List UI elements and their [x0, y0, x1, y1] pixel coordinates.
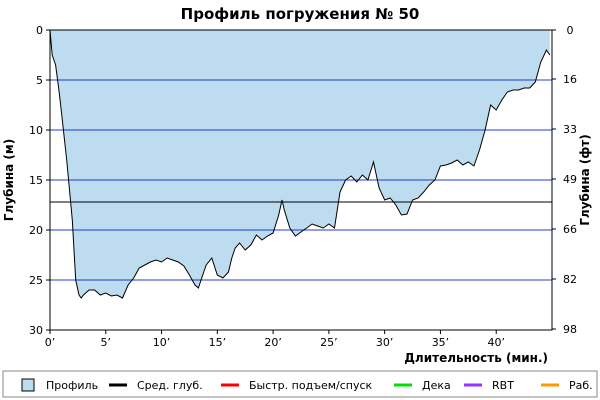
legend-item: Быстр. подъем/спуск: [221, 379, 373, 392]
profile-area: [50, 30, 550, 298]
x-tick-label: 35’: [432, 336, 450, 349]
right-tick-label: 82: [563, 273, 577, 286]
left-tick-label: 0: [36, 24, 43, 37]
legend-item: RBT: [464, 379, 514, 392]
grid-lines: [50, 79, 552, 281]
left-tick-label: 25: [29, 274, 43, 287]
left-tick-label: 15: [29, 174, 43, 187]
x-axis-title: Длительность (мин.): [404, 351, 548, 365]
y-axis-title-left: Глубина (м): [2, 139, 16, 221]
x-tick-label: 30’: [376, 336, 394, 349]
left-axis: 0 5 10 15 20 25 30: [29, 24, 50, 337]
right-tick-label: 33: [563, 123, 577, 136]
x-tick-label: 5’: [101, 336, 112, 349]
x-tick-label: 0’: [45, 336, 56, 349]
legend-item: Профиль: [21, 378, 98, 392]
right-tick-label: 98: [563, 323, 577, 336]
right-axis: 0 16 33 49 66 82 98: [552, 24, 577, 336]
legend-label: Дека: [422, 379, 451, 392]
x-tick-label: 25’: [320, 336, 338, 349]
left-tick-label: 10: [29, 124, 43, 137]
right-tick-label: 49: [563, 173, 577, 186]
right-tick-label: 16: [563, 73, 577, 86]
right-tick-label: 66: [563, 223, 577, 236]
left-tick-label: 20: [29, 224, 43, 237]
x-tick-label: 10’: [153, 336, 171, 349]
x-tick-label: 40’: [487, 336, 505, 349]
legend-swatch: [21, 378, 35, 392]
profile-line: [49, 29, 551, 299]
legend: Профиль Сред. глуб. Быстр. подъем/спуск Дек…: [2, 370, 598, 398]
legend-label: Быстр. подъем/спуск: [249, 379, 373, 392]
chart-title: Профиль погружения № 50: [181, 5, 420, 23]
legend-label: Раб.: [569, 379, 593, 392]
legend-label: Сред. глуб.: [137, 379, 203, 392]
legend-item: Раб.: [541, 379, 593, 392]
left-tick-label: 30: [29, 324, 43, 337]
legend-label: RBT: [492, 379, 514, 392]
y-axis-title-right: Глубина (фт): [578, 134, 592, 225]
left-tick-label: 5: [36, 74, 43, 87]
legend-label: Профиль: [46, 379, 98, 392]
legend-item: Сред. глуб.: [109, 379, 203, 392]
legend-box: [2, 370, 598, 398]
plot-area: [49, 29, 553, 331]
right-tick-label: 0: [567, 24, 574, 37]
x-tick-label: 20’: [264, 336, 282, 349]
x-tick-label: 15’: [209, 336, 227, 349]
legend-item: Дека: [394, 379, 451, 392]
x-axis: 0’ 5’ 10’ 15’ 20’ 25’ 30’ 35’ 40’: [45, 330, 505, 349]
